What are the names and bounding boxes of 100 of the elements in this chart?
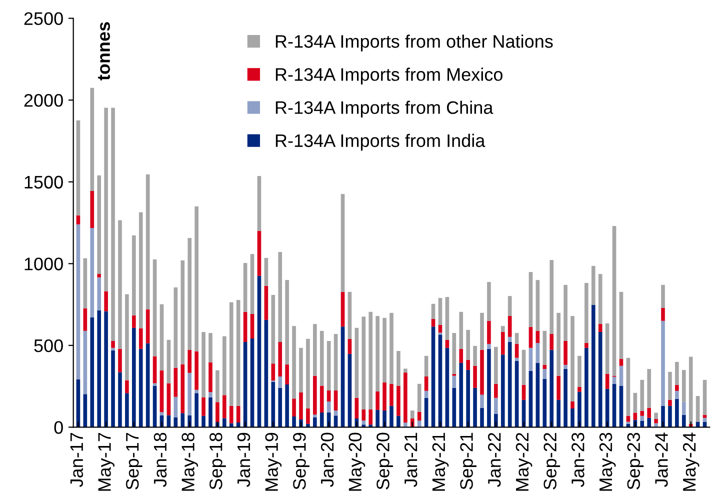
bar — [202, 397, 206, 416]
bar — [424, 376, 428, 391]
bar — [76, 224, 80, 380]
bar — [605, 374, 610, 389]
bar — [508, 296, 512, 316]
bar — [556, 376, 560, 400]
bar — [564, 340, 568, 365]
bar — [243, 342, 248, 428]
bar — [536, 362, 540, 428]
x-tick-label: Jan-23 — [572, 432, 584, 487]
bar — [90, 88, 94, 192]
bar — [83, 394, 88, 428]
bar — [208, 332, 212, 362]
bar — [174, 368, 178, 397]
bar — [180, 260, 185, 364]
bar — [208, 392, 212, 398]
x-tick-label: Sep-22 — [544, 432, 560, 490]
bar — [390, 384, 394, 406]
bar — [132, 315, 136, 328]
bar — [452, 388, 456, 428]
bar — [480, 312, 484, 350]
bar — [243, 262, 248, 312]
bar — [146, 343, 150, 428]
bar — [292, 398, 296, 417]
bar — [696, 396, 700, 422]
bar — [76, 215, 80, 224]
x-tick-label: Sep-21 — [460, 432, 476, 490]
bar — [257, 176, 262, 231]
x-tick-label: Jan-21 — [404, 432, 418, 487]
bar — [180, 364, 185, 414]
bar — [111, 348, 115, 350]
bar — [160, 304, 164, 370]
x-tick-label: May-20 — [348, 432, 366, 491]
y-tick-label: 1500 — [24, 176, 63, 189]
bar — [194, 206, 198, 352]
bar — [152, 259, 157, 356]
bar — [578, 386, 582, 392]
bar — [208, 362, 212, 392]
bar — [111, 340, 115, 348]
bar — [556, 312, 560, 376]
bar — [633, 392, 638, 413]
bar — [626, 358, 630, 416]
bar — [382, 410, 386, 428]
bar — [514, 344, 519, 358]
bar — [480, 408, 484, 428]
x-tick-label: Sep-23 — [627, 432, 644, 490]
bar — [194, 390, 198, 394]
bar — [368, 410, 373, 425]
bar — [668, 372, 672, 400]
bar — [313, 418, 317, 428]
x-tick-label: May-23 — [599, 432, 616, 491]
bar — [487, 344, 491, 349]
bar — [76, 379, 80, 428]
bar — [264, 258, 268, 286]
bar — [542, 378, 547, 428]
bar — [125, 380, 129, 394]
bar — [396, 416, 400, 428]
bar — [376, 392, 380, 410]
bar — [445, 340, 450, 348]
bar — [382, 318, 386, 383]
bar — [257, 276, 262, 428]
bar — [299, 348, 303, 393]
bar — [612, 226, 616, 376]
bar — [528, 272, 533, 327]
bar — [90, 228, 94, 318]
bar — [500, 332, 505, 355]
bar — [675, 398, 679, 428]
bar — [466, 330, 470, 360]
bar — [188, 372, 192, 416]
x-tick-label: May-19 — [265, 432, 282, 491]
bar — [243, 312, 248, 342]
bar — [362, 316, 366, 410]
bar — [118, 348, 122, 372]
bar — [306, 338, 310, 409]
bar — [550, 260, 554, 334]
bar — [257, 230, 262, 276]
bar — [473, 366, 477, 388]
bar — [564, 368, 568, 428]
legend-label: R-134A Imports from Mexico — [276, 68, 502, 84]
bar — [514, 332, 519, 344]
bar — [362, 410, 366, 420]
bar — [647, 408, 651, 418]
bar — [354, 398, 359, 419]
bar — [410, 410, 414, 419]
bar — [250, 254, 254, 314]
bar — [550, 350, 554, 428]
bar — [612, 376, 616, 384]
bar — [83, 330, 88, 394]
bar — [514, 360, 519, 428]
bar — [633, 412, 638, 420]
bar — [598, 324, 602, 332]
bar — [688, 356, 693, 424]
bar — [494, 384, 498, 398]
bar — [362, 420, 366, 425]
bar — [368, 312, 373, 410]
bar — [285, 384, 289, 428]
bar — [702, 418, 707, 422]
annotation: tonnes — [98, 22, 110, 80]
bar — [619, 292, 624, 359]
bar — [591, 266, 596, 306]
